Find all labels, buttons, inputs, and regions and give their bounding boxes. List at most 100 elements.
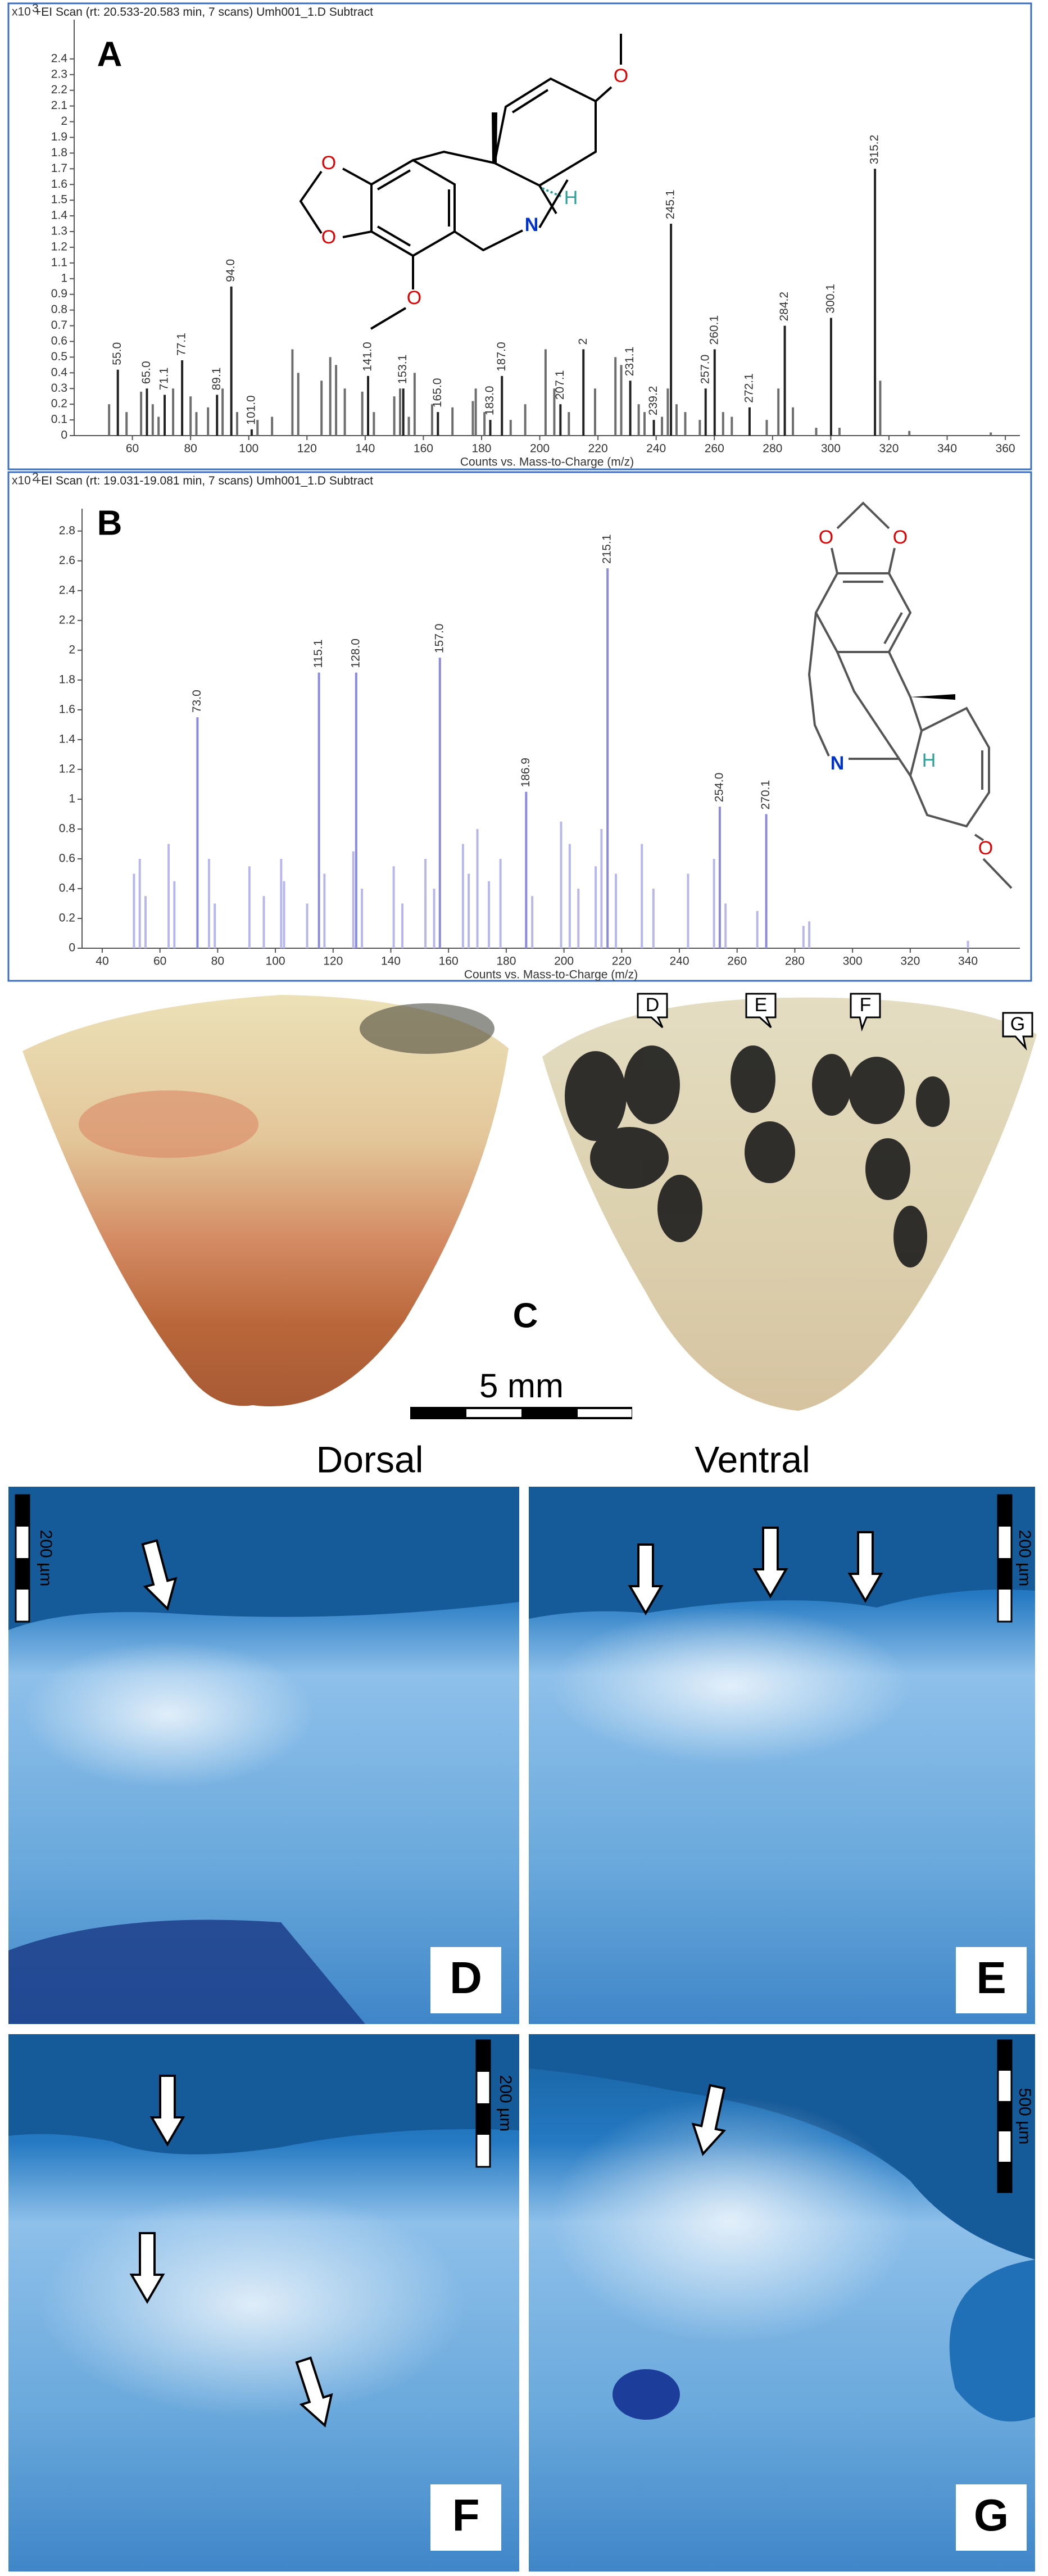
y-tick-label: 0.8 — [59, 822, 75, 835]
x-tick-label: 140 — [355, 442, 375, 455]
peak — [577, 888, 580, 948]
x-tick-label: 140 — [381, 955, 401, 968]
peak — [361, 391, 364, 436]
x-tick-label: 100 — [239, 442, 258, 455]
peak — [808, 921, 811, 948]
atom-label: O — [614, 65, 628, 87]
scale-bar-label: 500 µm — [1015, 2088, 1034, 2145]
peak — [157, 416, 160, 436]
peak — [593, 388, 596, 436]
x-tick-label: 160 — [414, 442, 433, 455]
panel-c: C 5 mm D E F G — [22, 993, 1037, 1419]
atom-label: N — [525, 214, 539, 236]
peak-label: 77.1 — [175, 333, 188, 356]
peak — [291, 349, 294, 436]
callout-label: F — [860, 994, 872, 1016]
y-multiplier: x10 — [12, 6, 31, 19]
atom-label: O — [819, 527, 833, 548]
peak — [718, 807, 721, 948]
peak-label: 270.1 — [759, 780, 772, 810]
atom-label: O — [893, 527, 908, 548]
panel-label: G — [974, 2490, 1009, 2540]
micrograph-g: 500 µm G — [529, 2034, 1035, 2572]
peak — [568, 844, 571, 948]
x-tick-label: 340 — [958, 955, 978, 968]
peak — [352, 851, 355, 948]
x-tick-label: 260 — [727, 955, 747, 968]
callouts: D E F G — [637, 993, 1033, 1051]
x-tick-label: 180 — [471, 442, 491, 455]
y-tick-label: 2.8 — [59, 524, 75, 537]
peak — [468, 873, 470, 948]
x-tick-label: 120 — [297, 442, 317, 455]
peak-label: 157.0 — [433, 624, 446, 654]
peak — [509, 420, 512, 436]
y-tick-label: 0.2 — [59, 912, 75, 925]
peak-label: 165.0 — [431, 378, 444, 408]
atom-label: O — [407, 287, 421, 309]
peak-label: 207.1 — [554, 370, 566, 400]
peak-label: 257.0 — [698, 355, 711, 384]
peak — [829, 318, 832, 436]
peak — [731, 416, 733, 436]
peak — [687, 873, 689, 948]
peak — [544, 349, 547, 436]
peak — [748, 407, 751, 436]
x-tick-label: 180 — [496, 955, 516, 968]
peak — [335, 365, 338, 436]
peak-label: 245.1 — [664, 189, 677, 219]
peak — [488, 881, 491, 948]
peak — [216, 395, 219, 436]
y-tick-label: 1.8 — [51, 146, 67, 159]
peak — [250, 429, 253, 436]
y-tick-label: 2.1 — [51, 99, 67, 112]
x-tick-label: 60 — [126, 442, 139, 455]
peak — [879, 381, 882, 436]
micrograph-e: 200 µm E — [529, 1487, 1035, 2024]
peak — [600, 829, 603, 948]
peak — [271, 416, 274, 436]
peak — [151, 404, 154, 436]
callout-label: G — [1010, 1013, 1025, 1035]
peak — [173, 881, 176, 948]
peak-label: 55.0 — [111, 342, 124, 365]
spectrum-chart: +EI Scan (rt: 19.031-19.081 min, 7 scans… — [7, 471, 1032, 982]
peak-label: 73.0 — [190, 690, 203, 713]
peak-label: 128.0 — [349, 639, 362, 668]
chart-header: +EI Scan (rt: 19.031-19.081 min, 7 scans… — [34, 474, 373, 487]
peak — [815, 428, 818, 436]
peak — [329, 357, 332, 436]
y-tick-label: 2.4 — [51, 52, 68, 65]
peak — [483, 412, 486, 436]
peak-label: 141.0 — [361, 342, 374, 372]
atom-label: H — [564, 187, 578, 209]
y-tick-label: 0.4 — [51, 366, 68, 379]
y-tick-label: 1.9 — [51, 130, 67, 143]
peak — [401, 903, 404, 948]
x-tick-label: 280 — [785, 955, 805, 968]
peak — [614, 357, 617, 436]
y-tick-label: 1.5 — [51, 193, 67, 206]
peak — [499, 858, 502, 948]
peak — [407, 416, 410, 436]
peak — [874, 169, 877, 436]
x-tick-label: 220 — [612, 955, 632, 968]
x-tick-label: 360 — [996, 442, 1015, 455]
peak-label: 101.0 — [244, 395, 257, 425]
x-tick-label: 220 — [588, 442, 608, 455]
peak — [317, 672, 320, 948]
peak — [524, 404, 527, 436]
peak — [320, 381, 323, 436]
peak-label: 183.0 — [483, 386, 496, 416]
peak-label: 272.1 — [742, 373, 755, 403]
peak — [606, 568, 609, 948]
panel-label: C — [513, 1296, 538, 1335]
peak — [684, 412, 687, 436]
column-header: Dorsal — [316, 1438, 424, 1480]
y-tick-label: 0.6 — [59, 852, 75, 864]
atom-label: N — [831, 753, 845, 774]
y-tick-label: 0.9 — [51, 287, 67, 300]
peak — [643, 412, 646, 436]
peak — [343, 388, 346, 436]
